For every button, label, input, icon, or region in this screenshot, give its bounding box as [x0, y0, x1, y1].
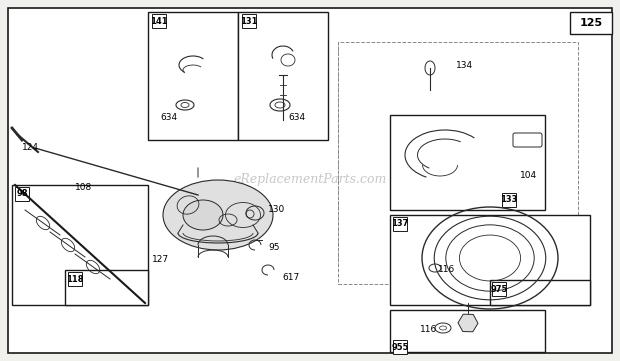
Bar: [338, 42, 578, 284]
Bar: [390, 310, 545, 352]
Bar: [65, 270, 148, 305]
Text: 108: 108: [75, 183, 92, 192]
Ellipse shape: [163, 180, 273, 250]
Bar: [502, 193, 516, 207]
Text: 131: 131: [241, 17, 258, 26]
Text: 133: 133: [500, 196, 518, 204]
Text: 125: 125: [580, 18, 603, 28]
Text: 98: 98: [16, 190, 28, 199]
Bar: [393, 217, 407, 231]
Bar: [390, 215, 590, 305]
Bar: [570, 12, 612, 34]
Bar: [68, 272, 82, 286]
Text: 118: 118: [66, 274, 84, 283]
FancyBboxPatch shape: [513, 133, 542, 147]
Bar: [490, 280, 590, 305]
Bar: [148, 12, 238, 140]
Text: 104: 104: [520, 170, 537, 179]
Text: 137: 137: [391, 219, 409, 229]
Text: 617: 617: [282, 274, 299, 283]
Ellipse shape: [183, 200, 223, 230]
Text: 134: 134: [456, 61, 473, 70]
Text: 124: 124: [22, 144, 39, 152]
Text: 116: 116: [420, 326, 437, 335]
Bar: [15, 187, 29, 201]
Text: 634: 634: [160, 113, 177, 122]
Text: 95: 95: [268, 244, 280, 252]
Bar: [393, 340, 407, 354]
Text: 955: 955: [391, 343, 409, 352]
Text: 116: 116: [438, 265, 455, 274]
Text: 130: 130: [268, 205, 285, 214]
Bar: [492, 282, 506, 296]
Bar: [152, 14, 166, 28]
Bar: [238, 12, 328, 140]
Text: eReplacementParts.com: eReplacementParts.com: [233, 174, 387, 187]
Text: 634: 634: [288, 113, 305, 122]
Bar: [242, 14, 256, 28]
Text: 127: 127: [152, 256, 169, 265]
Bar: [12, 185, 148, 305]
Bar: [390, 115, 545, 210]
Text: 141: 141: [150, 17, 168, 26]
Text: 975: 975: [490, 284, 508, 293]
